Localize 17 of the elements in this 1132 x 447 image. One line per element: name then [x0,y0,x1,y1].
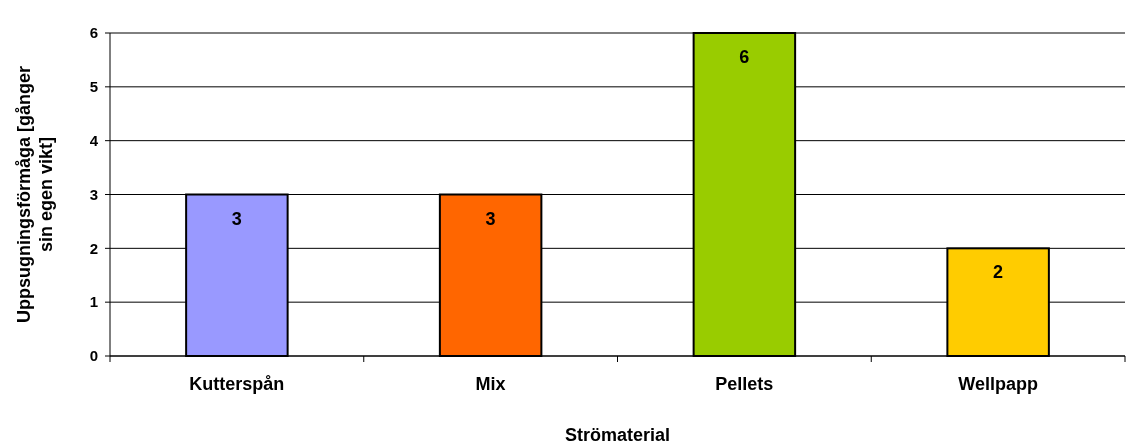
data-label: 3 [485,208,496,229]
y-tick-label: 3 [89,185,98,203]
x-tick-label: Wellpapp [958,374,1038,394]
x-tick-label: Mix [475,374,506,394]
y-tick-label: 4 [89,131,99,149]
data-label: 3 [231,208,242,229]
x-tick-label: Pellets [715,374,774,394]
y-tick-label: 5 [89,78,98,96]
x-tick-label: Kutterspån [189,374,285,394]
y-axis-title: Uppsugningsförmåga [gånger sin egen vikt] [14,65,56,324]
y-tick-label: 6 [89,24,98,42]
data-label: 2 [993,262,1004,283]
data-label: 6 [739,47,750,67]
y-tick-label: 2 [89,239,98,257]
y-tick-label: 1 [89,293,98,311]
x-axis-title: Strömaterial [564,425,671,445]
y-tick-label: 0 [89,347,98,365]
